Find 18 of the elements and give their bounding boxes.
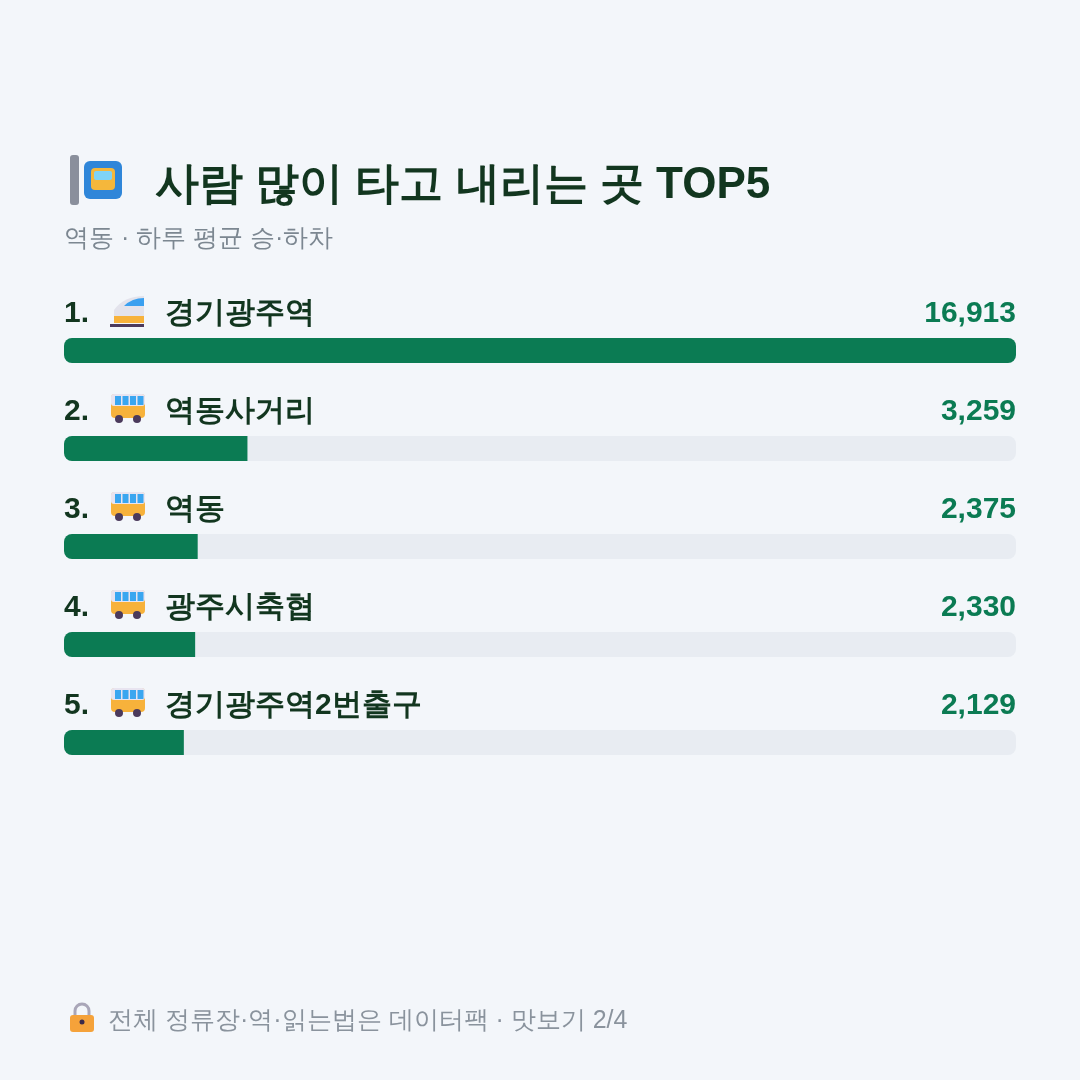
data-label: 2,129 bbox=[940, 687, 1016, 720]
chart-subtitle: 역동 · 하루 평균 승·하차 bbox=[64, 223, 334, 251]
annotation: 4. bbox=[64, 589, 90, 622]
annotation: 3. bbox=[64, 491, 90, 524]
y-tick-label: 경기광주역 bbox=[165, 295, 315, 328]
data-label: 16,913 bbox=[924, 295, 1016, 328]
y-tick-label: 경기광주역2번출구 bbox=[165, 687, 422, 720]
data-label: 2,330 bbox=[940, 589, 1016, 622]
data-label: 2,375 bbox=[940, 491, 1016, 524]
y-tick-label: 역동사거리 bbox=[165, 393, 315, 426]
y-tick-label: 광주시축협 bbox=[165, 589, 315, 622]
y-tick-label: 역동 bbox=[165, 491, 225, 524]
annotation: 1. bbox=[64, 295, 90, 328]
annotation: 2. bbox=[64, 393, 90, 426]
annotation: 5. bbox=[64, 687, 90, 720]
text: 전체 정류장·역·읽는법은 데이터팩 · 맛보기 2/4 bbox=[108, 1005, 628, 1033]
chart-title: 사람 많이 타고 내리는 곳 TOP5 bbox=[155, 158, 771, 207]
data-label: 3,259 bbox=[940, 393, 1016, 426]
